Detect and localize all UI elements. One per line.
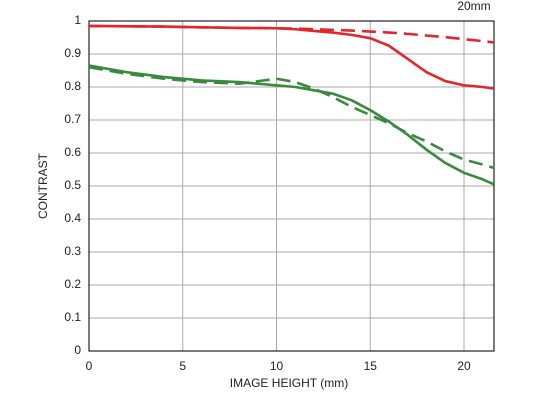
y-axis-label: CONTRAST (36, 152, 50, 219)
y-tick-label: 0.5 (64, 178, 81, 192)
plot-frame (88, 20, 495, 352)
x-tick-label: 0 (86, 359, 93, 373)
x-axis-label: IMAGE HEIGHT (mm) (230, 376, 348, 390)
x-tick-label: 5 (179, 359, 186, 373)
y-tick-label: 0.7 (64, 112, 81, 126)
x-tick-label: 10 (270, 359, 284, 373)
series-line (88, 24, 495, 44)
series-line (88, 65, 495, 170)
y-tick-label: 0 (74, 343, 81, 357)
series-line (88, 64, 495, 186)
y-tick-label: 0.8 (64, 79, 81, 93)
chart-title: 20mm (457, 0, 490, 13)
y-tick-label: 0.2 (64, 277, 81, 291)
y-tick-label: 1 (74, 13, 81, 27)
y-tick-label: 0.6 (64, 145, 81, 159)
y-tick-label: 0.9 (64, 46, 81, 60)
y-tick-label: 0.4 (64, 211, 81, 225)
x-tick-label: 15 (364, 359, 378, 373)
y-tick-label: 0.1 (64, 310, 81, 324)
y-tick-label: 0.3 (64, 244, 81, 258)
x-tick-label: 20 (457, 359, 471, 373)
